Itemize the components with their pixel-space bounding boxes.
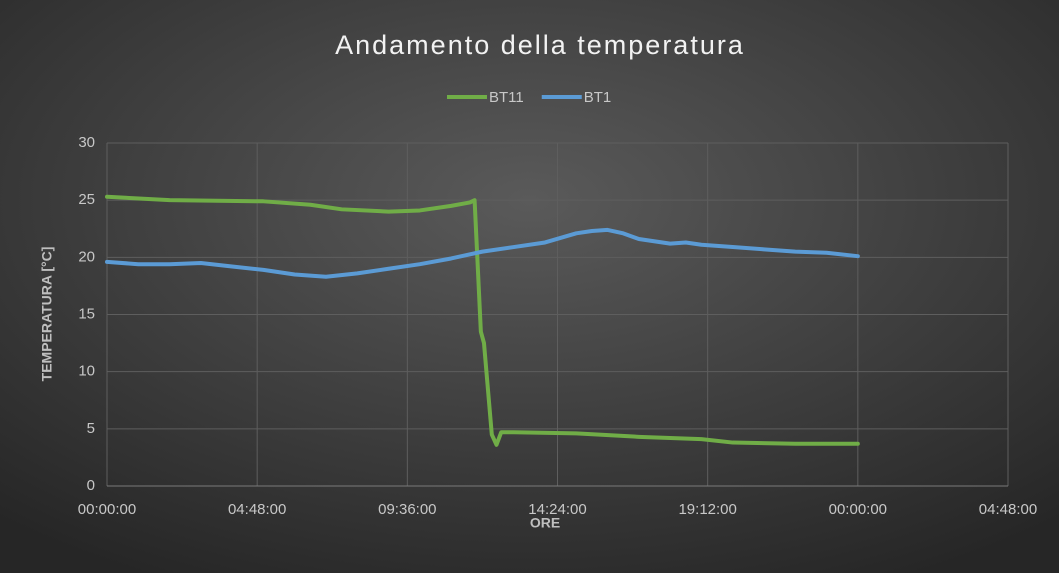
x-tick-label: 09:36:00 (378, 501, 436, 518)
x-tick-label: 00:00:00 (829, 501, 887, 518)
x-tick-label: 00:00:00 (78, 501, 136, 518)
y-tick-label: 0 (87, 477, 95, 494)
legend-label: BT11 (489, 89, 524, 106)
y-axis-title: TEMPERATURA [°C] (39, 247, 55, 382)
y-tick-label: 30 (78, 134, 95, 151)
legend-label: BT1 (584, 89, 612, 106)
y-tick-label: 10 (78, 363, 95, 380)
line-series (105, 227, 860, 279)
chart-title: Andamento della temperatura (335, 30, 745, 60)
x-tick-label: 19:12:00 (678, 501, 736, 518)
x-tick-label: 04:48:00 (979, 501, 1037, 518)
line-series (105, 194, 860, 447)
x-tick-label: 14:24:00 (528, 501, 586, 518)
x-axis-title: ORE (530, 515, 560, 531)
x-tick-label: 04:48:00 (228, 501, 286, 518)
y-tick-label: 25 (78, 191, 95, 208)
y-tick-label: 15 (78, 305, 95, 322)
y-tick-label: 20 (78, 248, 95, 265)
y-tick-label: 5 (87, 420, 95, 437)
